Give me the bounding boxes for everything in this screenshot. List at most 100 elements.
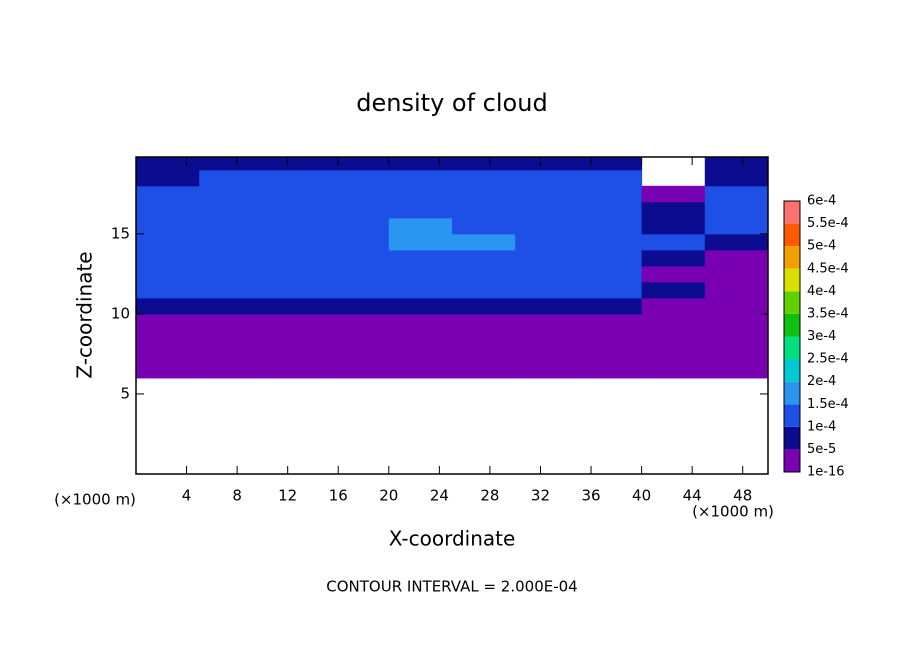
cell bbox=[262, 201, 327, 219]
x-tick-label: 4 bbox=[182, 487, 192, 505]
cell bbox=[262, 217, 327, 235]
cell bbox=[578, 361, 643, 379]
cell bbox=[515, 185, 579, 203]
cell bbox=[136, 329, 200, 347]
cell bbox=[515, 201, 579, 219]
x-tick-label: 48 bbox=[733, 487, 752, 505]
cell bbox=[388, 361, 453, 379]
cell bbox=[515, 313, 579, 331]
cell bbox=[641, 345, 706, 363]
cell bbox=[388, 265, 453, 283]
colorbar-label: 1.5e-4 bbox=[807, 397, 849, 412]
cell bbox=[578, 329, 643, 347]
y-tick-label: 5 bbox=[120, 384, 130, 402]
x-tick-label: 28 bbox=[480, 487, 499, 505]
cell bbox=[136, 217, 200, 235]
cell bbox=[262, 185, 327, 203]
colorbar-label: 1e-4 bbox=[807, 419, 836, 434]
cell bbox=[325, 185, 390, 203]
cell bbox=[199, 157, 263, 171]
cell bbox=[136, 281, 200, 299]
cell bbox=[199, 169, 263, 187]
cell bbox=[515, 345, 579, 363]
cell bbox=[641, 313, 706, 331]
cell bbox=[136, 249, 200, 267]
cell bbox=[199, 201, 263, 219]
cell bbox=[136, 345, 200, 363]
y-tick-label: 15 bbox=[111, 224, 130, 242]
cell bbox=[136, 313, 200, 331]
cell bbox=[578, 185, 643, 203]
cell bbox=[578, 169, 643, 187]
cell bbox=[136, 265, 200, 283]
cell bbox=[515, 169, 579, 187]
x-tick-label: 12 bbox=[278, 487, 297, 505]
colorbar-swatch bbox=[784, 426, 800, 450]
cell bbox=[452, 233, 516, 251]
cell bbox=[388, 217, 453, 235]
cell bbox=[262, 157, 327, 171]
cell bbox=[704, 297, 769, 315]
cell bbox=[452, 249, 516, 267]
cell bbox=[199, 361, 263, 379]
colorbar-swatch bbox=[784, 404, 800, 427]
colorbar-label: 5.5e-4 bbox=[807, 216, 849, 231]
colorbar-label: 5e-4 bbox=[807, 239, 836, 254]
cell bbox=[515, 249, 579, 267]
cell bbox=[325, 345, 390, 363]
cell bbox=[641, 233, 706, 251]
cell bbox=[325, 265, 390, 283]
cell bbox=[704, 169, 769, 187]
cell bbox=[199, 265, 263, 283]
colorbar-swatch bbox=[784, 359, 800, 382]
cell bbox=[578, 313, 643, 331]
cell bbox=[515, 297, 579, 315]
cell bbox=[388, 201, 453, 219]
cell bbox=[452, 265, 516, 283]
colorbar-label: 6e-4 bbox=[807, 194, 836, 209]
cell bbox=[578, 217, 643, 235]
cell bbox=[641, 185, 706, 203]
cell bbox=[515, 329, 579, 347]
cell bbox=[325, 233, 390, 251]
cell bbox=[452, 313, 516, 331]
cell bbox=[325, 297, 390, 315]
cell bbox=[262, 345, 327, 363]
colorbar-frame bbox=[783, 200, 801, 473]
x-tick-label: 36 bbox=[581, 487, 600, 505]
colorbar: 1e-16 5e-5 1e-4 1.5e-4 2e-4 2.5e-4 3e-4 3.5e-4 4… bbox=[783, 194, 849, 480]
cell bbox=[704, 217, 769, 235]
cell bbox=[325, 249, 390, 267]
cell bbox=[641, 297, 706, 315]
colorbar-swatch bbox=[784, 246, 800, 269]
cell bbox=[136, 185, 200, 203]
cell bbox=[578, 281, 643, 299]
cell bbox=[262, 297, 327, 315]
cell bbox=[452, 169, 516, 187]
cell bbox=[199, 313, 263, 331]
cell bbox=[136, 157, 200, 171]
cell bbox=[262, 265, 327, 283]
cell bbox=[578, 233, 643, 251]
cell bbox=[199, 217, 263, 235]
cell bbox=[704, 233, 769, 251]
cell bbox=[325, 201, 390, 219]
colorbar-swatch bbox=[784, 313, 800, 337]
cell bbox=[452, 345, 516, 363]
cell bbox=[262, 281, 327, 299]
cell bbox=[262, 249, 327, 267]
colorbar-label: 2e-4 bbox=[807, 374, 836, 389]
x-tick-label: 20 bbox=[379, 487, 398, 505]
cell bbox=[262, 169, 327, 187]
colorbar-label: 2.5e-4 bbox=[807, 352, 849, 367]
chart-title: density of cloud bbox=[356, 89, 547, 117]
cell bbox=[388, 297, 453, 315]
cell bbox=[452, 361, 516, 379]
colorbar-swatch bbox=[784, 201, 800, 224]
colorbar-swatch bbox=[784, 291, 800, 314]
colorbar-swatch bbox=[784, 223, 800, 247]
cell bbox=[704, 329, 769, 347]
x-tick-label: 8 bbox=[232, 487, 242, 505]
cell bbox=[515, 361, 579, 379]
cell bbox=[388, 329, 453, 347]
